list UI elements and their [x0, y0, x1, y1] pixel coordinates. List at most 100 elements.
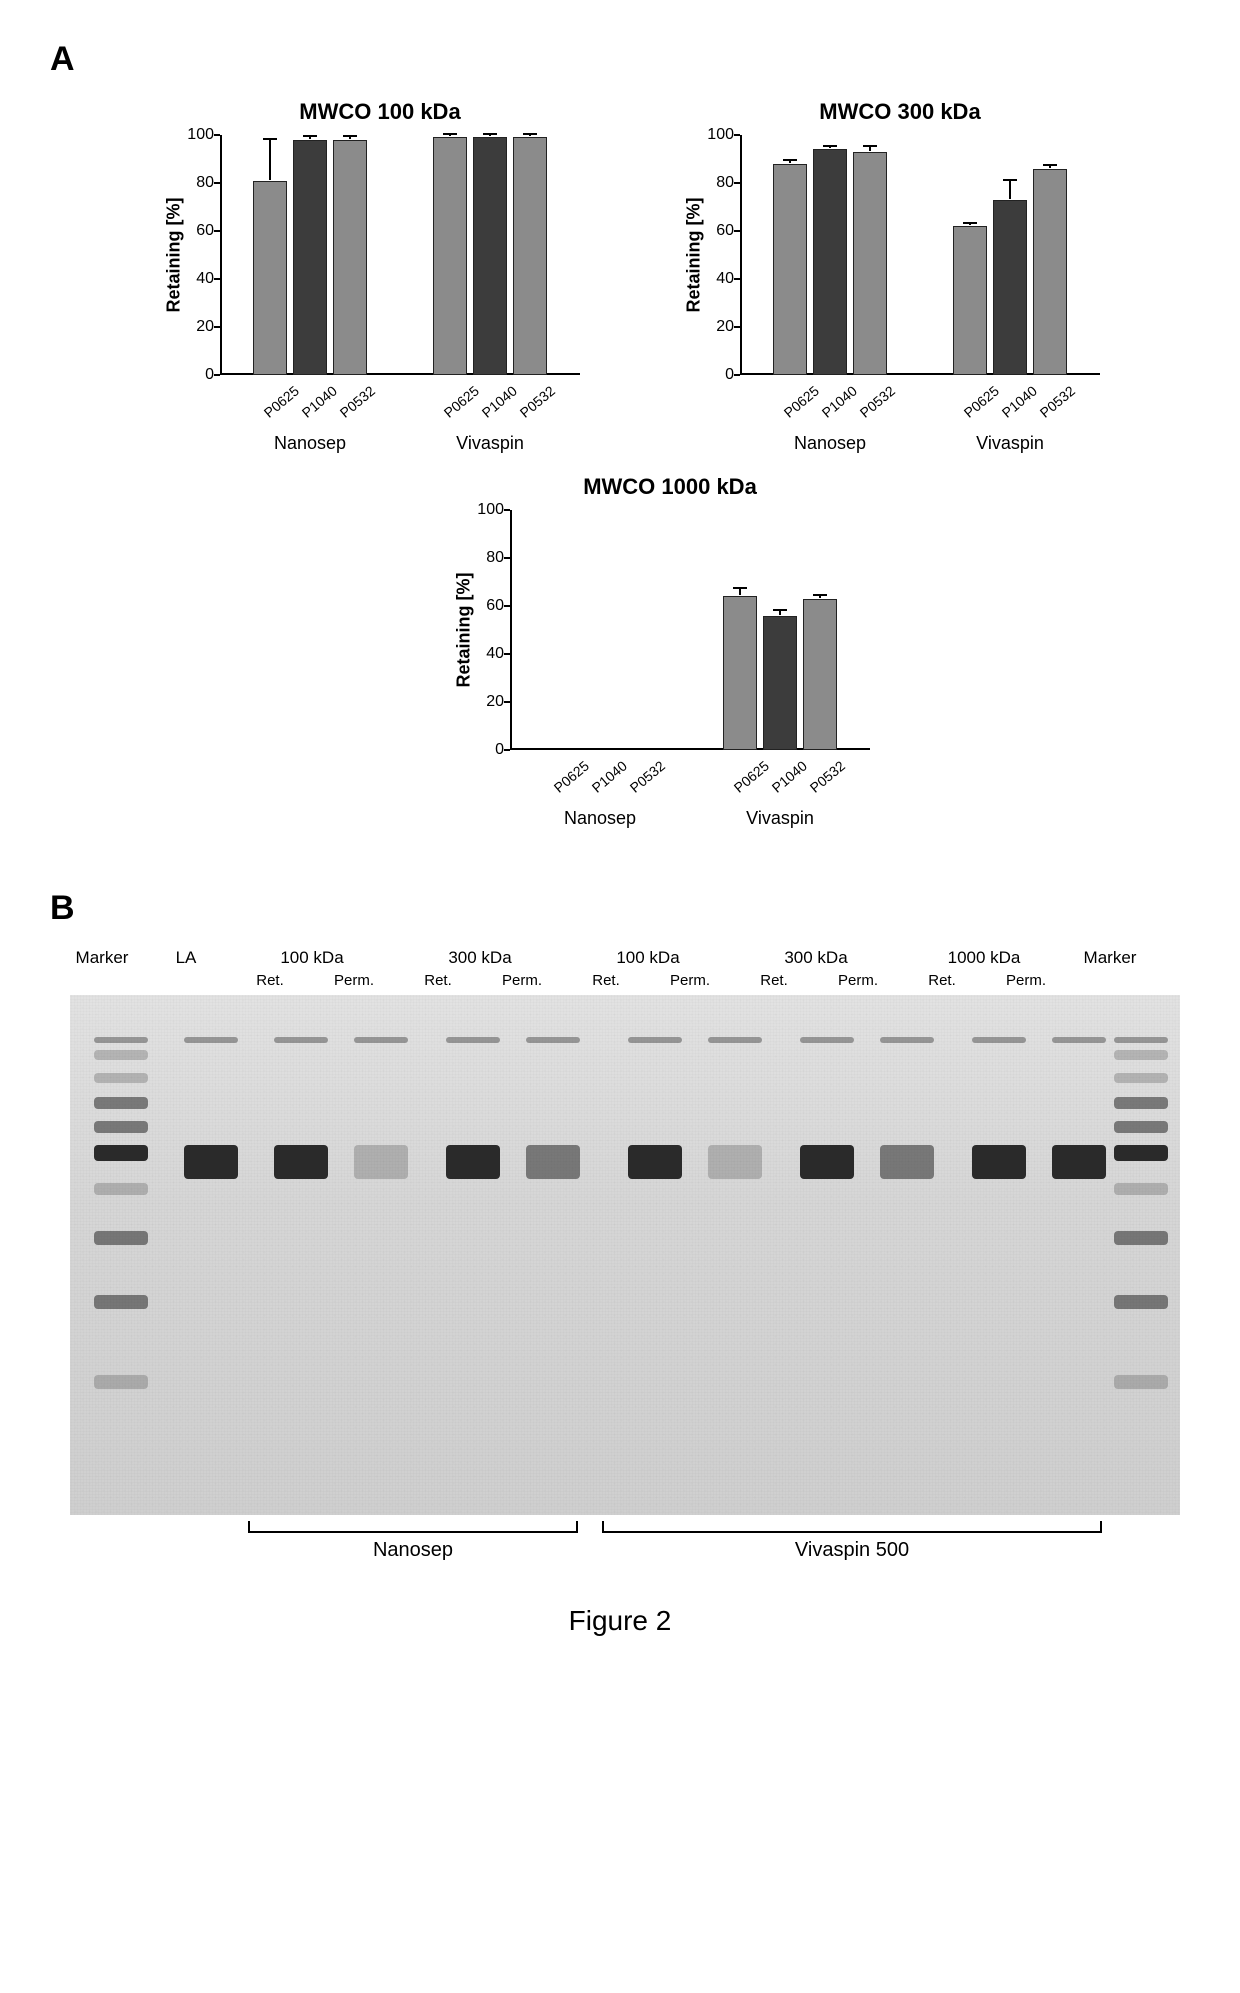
y-tick-label: 80 — [716, 174, 734, 192]
x-tick-label: P0532 — [337, 387, 373, 421]
x-tick-label: P1040 — [769, 762, 805, 796]
x-tick-label: P0625 — [551, 762, 587, 796]
y-tick-label: 40 — [196, 270, 214, 288]
panel-a-label: A — [50, 40, 1190, 79]
bar — [1033, 169, 1067, 375]
bar-group — [920, 135, 1100, 375]
gel-lane — [966, 995, 1032, 1515]
y-tick-label: 20 — [196, 318, 214, 336]
bar-group — [740, 135, 920, 375]
bar — [723, 596, 757, 750]
bar — [813, 149, 847, 375]
gel-sub-v100-ret: Ret. — [564, 972, 648, 989]
x-tick-label: P1040 — [999, 387, 1035, 421]
y-axis-label: Retaining [%] — [164, 198, 185, 313]
y-tick-label: 80 — [486, 549, 504, 567]
brace-label-vivaspin: Vivaspin 500 — [795, 1539, 909, 1562]
chart-mwco-100: MWCO 100 kDa Retaining [%]020406080100 P06… — [170, 99, 590, 454]
x-tick-label: P0625 — [731, 762, 767, 796]
panel-b-label: B — [50, 889, 1190, 928]
gel-lane — [178, 995, 244, 1515]
panel-b-area: B Marker LA 100 kDa 300 kDa 100 kDa 300 … — [50, 889, 1190, 1637]
chart-mwco-1000: MWCO 1000 kDa Retaining [%]020406080100 P0… — [460, 474, 880, 829]
gel-sub-v300-perm: Perm. — [816, 972, 900, 989]
y-tick-label: 100 — [707, 126, 734, 144]
x-tick-label: P1040 — [479, 387, 515, 421]
y-tick-label: 80 — [196, 174, 214, 192]
bar — [993, 200, 1027, 375]
y-tick-label: 60 — [486, 597, 504, 615]
x-tick-label: P0532 — [517, 387, 553, 421]
x-tick-label: P1040 — [299, 387, 335, 421]
x-tick-label: P0532 — [1037, 387, 1073, 421]
gel-lane — [1046, 995, 1112, 1515]
y-tick-label: 60 — [716, 222, 734, 240]
gel-header-marker-l: Marker — [60, 948, 144, 968]
bar — [803, 599, 837, 750]
bar — [513, 137, 547, 375]
gel-sub-v300-ret: Ret. — [732, 972, 816, 989]
bar — [293, 140, 327, 375]
bar-group — [220, 135, 400, 375]
gel-sub-n100-perm: Perm. — [312, 972, 396, 989]
gel-sub-n300-perm: Perm. — [480, 972, 564, 989]
gel-header-n100: 100 kDa — [228, 948, 396, 968]
charts-area: MWCO 100 kDaRetaining [%]020406080100P06… — [170, 99, 1170, 829]
x-group-label: Vivaspin — [400, 433, 580, 454]
gel-top-headers: Marker LA 100 kDa 300 kDa 100 kDa 300 kD… — [60, 948, 1190, 968]
gel-lane — [348, 995, 414, 1515]
bar — [333, 140, 367, 375]
x-group-label: Nanosep — [220, 433, 400, 454]
y-tick-label: 0 — [495, 741, 504, 759]
bar — [473, 137, 507, 375]
chart-plot-area: Retaining [%]020406080100 — [220, 135, 580, 375]
y-axis-label: Retaining [%] — [684, 198, 705, 313]
x-tick-label: P0625 — [441, 387, 477, 421]
x-tick-label: P0532 — [807, 762, 843, 796]
gel-image — [70, 995, 1180, 1515]
y-tick-label: 40 — [486, 645, 504, 663]
y-tick-label: 100 — [477, 501, 504, 519]
x-group-label: Vivaspin — [920, 433, 1100, 454]
chart-plot-area: Retaining [%]020406080100 — [510, 510, 870, 750]
gel-sub-headers: Ret. Perm. Ret. Perm. Ret. Perm. Ret. Pe… — [60, 972, 1190, 989]
y-tick-label: 20 — [716, 318, 734, 336]
brace-label-nanosep: Nanosep — [373, 1539, 453, 1562]
x-tick-label: P1040 — [819, 387, 855, 421]
gel-lane — [88, 995, 154, 1515]
bar — [773, 164, 807, 375]
x-tick-label: P0625 — [261, 387, 297, 421]
gel-lane — [1108, 995, 1174, 1515]
y-tick-label: 0 — [205, 366, 214, 384]
gel-sub-n100-ret: Ret. — [228, 972, 312, 989]
chart-title: MWCO 300 kDa — [690, 99, 1110, 125]
chart-title: MWCO 100 kDa — [170, 99, 590, 125]
figure-caption: Figure 2 — [50, 1605, 1190, 1637]
x-tick-label: P0625 — [961, 387, 997, 421]
gel-lane — [520, 995, 586, 1515]
brace-nanosep — [248, 1521, 578, 1533]
y-tick-label: 20 — [486, 693, 504, 711]
bar — [853, 152, 887, 375]
bar — [763, 616, 797, 750]
gel-header-v1000: 1000 kDa — [900, 948, 1068, 968]
gel-sub-v1000-perm: Perm. — [984, 972, 1068, 989]
gel-header-marker-r: Marker — [1068, 948, 1152, 968]
gel-header-la: LA — [144, 948, 228, 968]
gel-brace-row: Nanosep Vivaspin 500 — [60, 1515, 1170, 1585]
gel-header-v300: 300 kDa — [732, 948, 900, 968]
gel-lane — [794, 995, 860, 1515]
chart-title: MWCO 1000 kDa — [460, 474, 880, 500]
gel-lane — [874, 995, 940, 1515]
bar-group — [510, 510, 690, 750]
x-tick-label: P0625 — [781, 387, 817, 421]
x-tick-label: P0532 — [857, 387, 893, 421]
y-tick-label: 0 — [725, 366, 734, 384]
gel-lane — [268, 995, 334, 1515]
gel-lane — [702, 995, 768, 1515]
gel-lane — [622, 995, 688, 1515]
bar-group — [690, 510, 870, 750]
y-tick-label: 100 — [187, 126, 214, 144]
gel-lane — [440, 995, 506, 1515]
x-tick-label: P1040 — [589, 762, 625, 796]
